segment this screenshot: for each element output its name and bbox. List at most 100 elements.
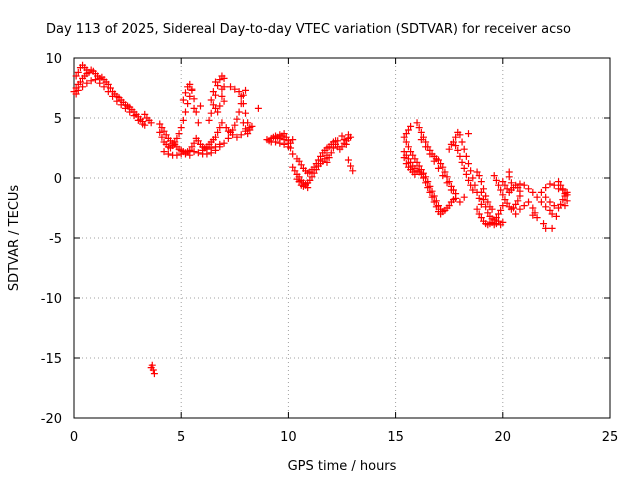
data-point	[452, 194, 460, 202]
data-point	[467, 167, 475, 175]
data-point	[216, 102, 224, 110]
data-point	[164, 150, 172, 158]
data-point	[422, 179, 430, 187]
data-point	[469, 174, 477, 182]
data-point	[227, 83, 235, 91]
data-point	[434, 156, 442, 164]
data-point	[452, 142, 460, 150]
data-point	[297, 161, 305, 169]
data-point	[179, 116, 187, 124]
data-point	[482, 203, 490, 211]
data-point	[443, 173, 451, 181]
data-point	[117, 101, 125, 109]
data-point	[480, 196, 488, 204]
data-point	[497, 206, 505, 214]
data-point	[557, 200, 565, 208]
data-point	[113, 97, 121, 105]
data-point	[327, 149, 335, 157]
data-point	[214, 108, 222, 116]
data-point	[404, 126, 412, 134]
data-point	[464, 176, 472, 184]
data-point	[199, 146, 207, 154]
data-point	[537, 188, 545, 196]
data-point	[460, 145, 468, 153]
data-point	[244, 130, 252, 138]
y-tick-label: -20	[41, 412, 62, 427]
data-point	[542, 224, 550, 232]
data-point	[555, 204, 563, 212]
data-point	[411, 170, 419, 178]
y-tick-label: 10	[45, 52, 62, 67]
data-point	[497, 186, 505, 194]
data-point	[492, 214, 500, 222]
data-point	[407, 148, 415, 156]
data-point	[557, 181, 565, 189]
data-point	[417, 136, 425, 144]
data-point	[439, 163, 447, 171]
data-point	[417, 128, 425, 136]
data-point	[323, 158, 331, 166]
data-point	[400, 154, 408, 162]
data-point	[555, 178, 563, 186]
data-point	[546, 198, 554, 206]
data-point	[437, 210, 445, 218]
data-point	[413, 119, 421, 127]
data-point	[344, 131, 352, 139]
data-point	[235, 88, 243, 96]
data-point	[477, 188, 485, 196]
data-point	[520, 181, 528, 189]
data-point	[432, 203, 440, 211]
data-point	[417, 170, 425, 178]
x-axis-label: GPS time / hours	[288, 459, 397, 474]
data-point	[407, 122, 415, 130]
data-point	[289, 150, 297, 158]
data-point	[533, 214, 541, 222]
data-point	[216, 124, 224, 132]
data-point	[74, 68, 82, 76]
data-point	[280, 130, 288, 138]
data-point	[104, 80, 112, 88]
data-point	[276, 139, 284, 147]
data-point	[434, 164, 442, 172]
data-point	[106, 84, 114, 92]
data-point	[295, 157, 303, 165]
data-point	[559, 196, 567, 204]
data-point	[402, 138, 410, 146]
x-tick-label: 25	[602, 430, 619, 445]
data-point	[458, 158, 466, 166]
data-point	[72, 90, 80, 98]
x-tick-labels: 0 5 10 15 20 25	[70, 430, 618, 445]
data-point	[512, 210, 520, 218]
data-point	[505, 173, 513, 181]
data-point	[402, 130, 410, 138]
data-point	[194, 149, 202, 157]
data-point	[542, 193, 550, 201]
data-point	[190, 139, 198, 147]
y-tick-label: -5	[49, 232, 62, 247]
data-point	[563, 197, 571, 205]
data-point	[404, 155, 412, 163]
data-point	[237, 92, 245, 100]
data-point	[400, 148, 408, 156]
data-point	[499, 202, 507, 210]
data-point	[194, 137, 202, 145]
data-point	[454, 146, 462, 154]
data-point	[422, 143, 430, 151]
data-point	[529, 204, 537, 212]
data-point	[447, 186, 455, 194]
data-point	[126, 108, 134, 116]
data-point	[212, 78, 220, 86]
data-point	[220, 139, 228, 147]
data-point	[415, 124, 423, 132]
data-point	[231, 85, 239, 93]
data-point	[284, 139, 292, 147]
data-point	[542, 203, 550, 211]
data-point	[186, 151, 194, 159]
data-point	[475, 172, 483, 180]
data-point	[507, 179, 515, 187]
data-point	[499, 218, 507, 226]
data-point	[338, 143, 346, 151]
data-point	[409, 151, 417, 159]
data-point	[484, 198, 492, 206]
data-point	[109, 92, 117, 100]
